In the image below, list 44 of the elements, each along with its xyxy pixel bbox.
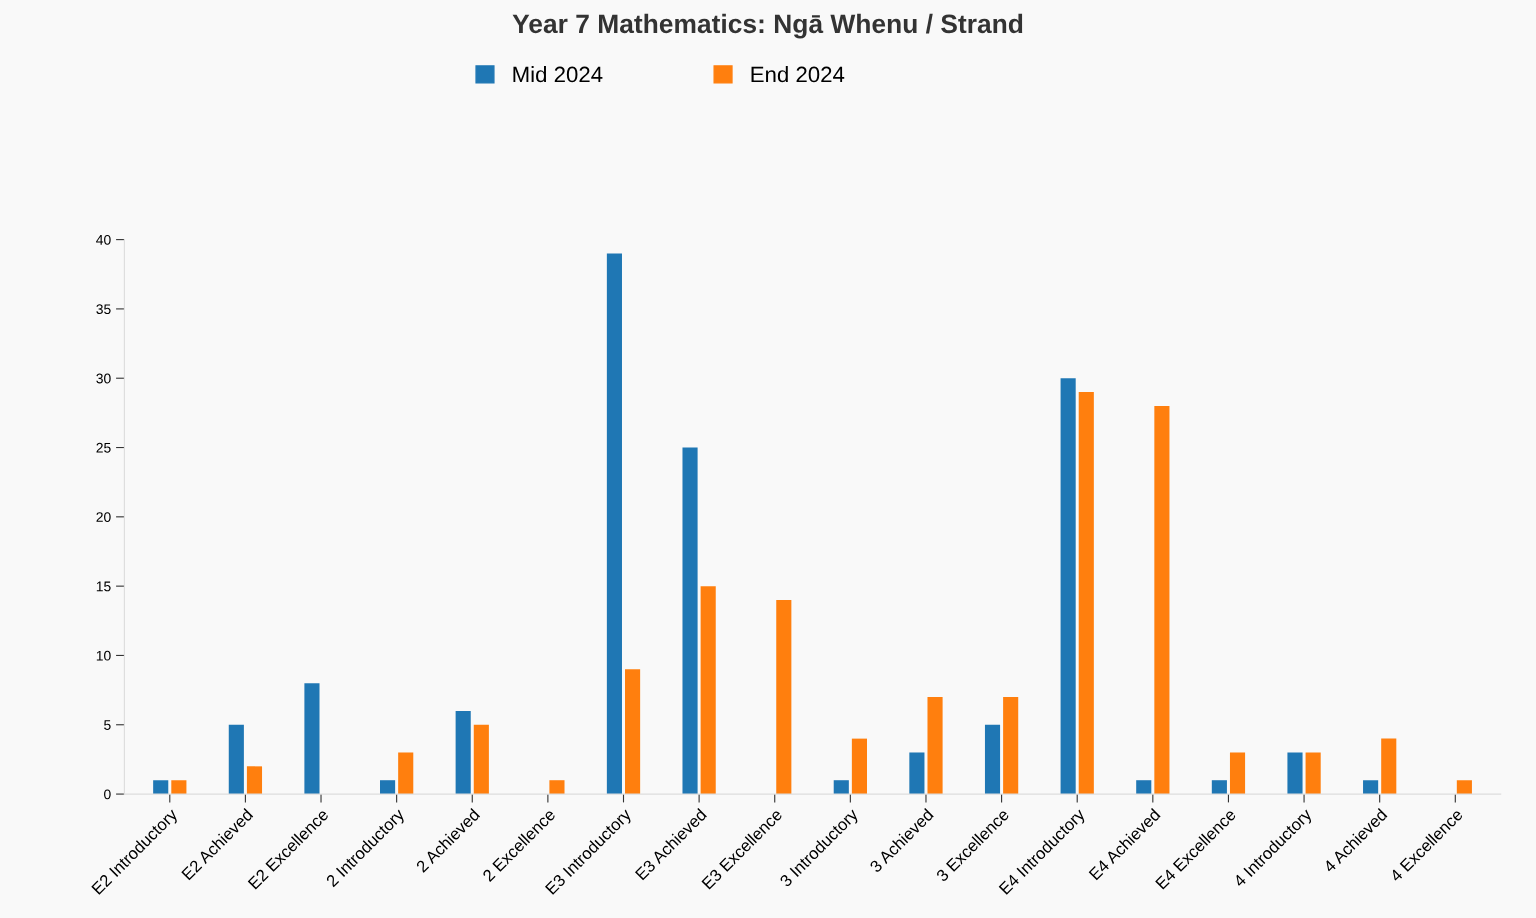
bar xyxy=(833,780,849,795)
bar xyxy=(606,253,622,795)
legend-label: Mid 2024 xyxy=(513,66,603,83)
bar xyxy=(927,697,943,795)
bar xyxy=(700,586,716,795)
bar xyxy=(304,683,320,795)
y-tick-label: 10 xyxy=(96,650,111,661)
bar xyxy=(1003,697,1019,795)
y-tick-label: 35 xyxy=(96,304,111,315)
bar xyxy=(1287,752,1303,795)
bar xyxy=(455,710,471,795)
bar xyxy=(1229,752,1246,795)
bar xyxy=(682,447,698,795)
bar xyxy=(473,724,489,795)
bar xyxy=(549,780,565,795)
bar xyxy=(228,724,244,795)
bar xyxy=(851,738,867,795)
bar xyxy=(171,780,187,795)
bar xyxy=(1078,392,1094,795)
bar xyxy=(1305,752,1321,795)
bar xyxy=(1456,780,1472,795)
bar xyxy=(1363,780,1379,795)
bar xyxy=(380,780,396,795)
bar xyxy=(1211,780,1227,795)
bar xyxy=(776,600,792,795)
bar xyxy=(246,766,263,795)
bar xyxy=(1154,405,1170,795)
bar xyxy=(984,724,1001,795)
y-tick-label: 0 xyxy=(104,789,111,800)
y-tick-label: 25 xyxy=(96,442,111,453)
chart-title: Year 7 Mathematics: Ngā Whenu / Strand xyxy=(512,13,1023,39)
y-tick-label: 20 xyxy=(96,512,111,522)
bar xyxy=(909,752,925,795)
y-tick-label: 15 xyxy=(96,581,111,592)
bar xyxy=(153,780,169,795)
y-tick-label: 40 xyxy=(96,234,111,245)
bar xyxy=(1381,738,1397,795)
bar xyxy=(1060,378,1076,795)
bar xyxy=(1136,780,1152,795)
bar xyxy=(625,669,641,795)
bar xyxy=(398,752,414,795)
y-tick-label: 5 xyxy=(104,720,111,730)
y-tick-label: 30 xyxy=(96,373,111,384)
legend-label: End 2024 xyxy=(751,66,845,83)
